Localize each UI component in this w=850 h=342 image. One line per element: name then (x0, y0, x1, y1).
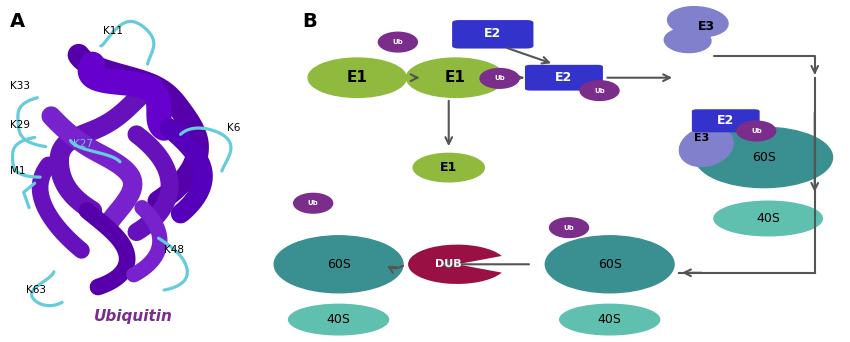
Ellipse shape (667, 7, 728, 37)
Text: DUB: DUB (435, 259, 462, 269)
FancyBboxPatch shape (692, 109, 760, 132)
Ellipse shape (695, 127, 832, 188)
Text: 60S: 60S (598, 258, 621, 271)
Ellipse shape (294, 193, 332, 213)
Text: 40S: 40S (756, 212, 780, 225)
Ellipse shape (559, 304, 660, 335)
Ellipse shape (550, 218, 588, 237)
Text: E2: E2 (555, 71, 573, 84)
Ellipse shape (289, 304, 388, 335)
Text: E2: E2 (484, 27, 501, 40)
Text: B: B (302, 12, 317, 30)
Text: A: A (10, 12, 25, 30)
Text: 60S: 60S (326, 258, 350, 271)
Text: K48: K48 (164, 245, 184, 255)
Ellipse shape (580, 81, 619, 101)
Text: Ub: Ub (594, 88, 605, 94)
Text: E1: E1 (445, 70, 466, 85)
Text: E3: E3 (698, 20, 715, 33)
Text: K27: K27 (73, 139, 94, 148)
Ellipse shape (406, 58, 505, 97)
Ellipse shape (714, 201, 822, 236)
Ellipse shape (665, 28, 711, 53)
Ellipse shape (413, 153, 484, 182)
Text: Ubiquitin: Ubiquitin (94, 308, 173, 324)
Text: 40S: 40S (326, 313, 350, 326)
Text: K6: K6 (228, 123, 241, 133)
Text: Ub: Ub (393, 39, 403, 45)
Text: Ub: Ub (564, 225, 575, 231)
Text: E1: E1 (440, 161, 457, 174)
Ellipse shape (737, 121, 776, 141)
Text: E2: E2 (717, 114, 734, 127)
Text: Ub: Ub (308, 200, 319, 206)
Ellipse shape (679, 127, 734, 167)
Ellipse shape (378, 32, 417, 52)
Wedge shape (408, 245, 502, 284)
FancyBboxPatch shape (525, 65, 603, 91)
Text: K33: K33 (10, 80, 30, 91)
Text: 60S: 60S (752, 151, 776, 164)
FancyBboxPatch shape (452, 20, 534, 49)
Text: E1: E1 (347, 70, 368, 85)
Ellipse shape (480, 68, 519, 88)
Text: Ub: Ub (494, 75, 505, 81)
Text: K29: K29 (10, 120, 30, 130)
Ellipse shape (275, 236, 403, 293)
Text: K63: K63 (26, 285, 47, 295)
Text: E3: E3 (694, 133, 710, 143)
Text: K11: K11 (104, 26, 123, 36)
Ellipse shape (546, 236, 674, 293)
Text: M1: M1 (10, 166, 26, 176)
Text: Ub: Ub (751, 128, 762, 134)
Ellipse shape (308, 58, 406, 97)
Text: 40S: 40S (598, 313, 621, 326)
